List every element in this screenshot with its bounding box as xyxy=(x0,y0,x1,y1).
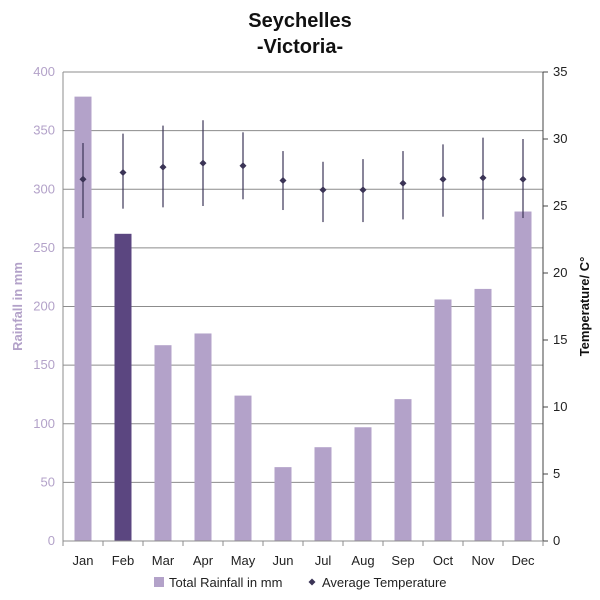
x-tick-label: Nov xyxy=(471,553,495,568)
chart-title: Seychelles xyxy=(248,10,352,32)
rainfall-bar xyxy=(314,447,332,541)
x-tick-label: May xyxy=(231,553,256,568)
x-tick-label: Feb xyxy=(112,553,134,568)
y-right-tick-label: 15 xyxy=(553,332,567,347)
temperature-marker xyxy=(399,179,407,187)
legend-rainfall-swatch xyxy=(154,577,164,587)
temperature-marker xyxy=(479,174,487,182)
x-tick-label: Sep xyxy=(391,553,414,568)
chart-subtitle: -Victoria- xyxy=(256,36,344,58)
x-tick-label: Oct xyxy=(433,553,454,568)
rainfall-bar xyxy=(474,288,492,541)
y-left-axis-title: Rainfall in mm xyxy=(10,262,25,351)
y-right-tick-label: 10 xyxy=(553,399,567,414)
temperature-marker xyxy=(199,159,207,167)
temperature-marker xyxy=(239,162,247,170)
y-left-tick-label: 150 xyxy=(33,357,55,372)
x-tick-label: Dec xyxy=(511,553,535,568)
rainfall-bar xyxy=(394,399,412,541)
y-left-tick-label: 0 xyxy=(48,533,55,548)
x-tick-label: Jan xyxy=(73,553,94,568)
y-left-tick-label: 350 xyxy=(33,123,55,138)
temperature-marker xyxy=(79,175,87,183)
y-right-tick-label: 35 xyxy=(553,64,567,79)
rainfall-bar xyxy=(434,299,452,541)
rainfall-bar xyxy=(194,333,212,541)
rainfall-bar xyxy=(154,345,172,541)
y-right-tick-label: 30 xyxy=(553,131,567,146)
y-right-tick-label: 5 xyxy=(553,466,560,481)
y-right-axis-title: Temperature/ C° xyxy=(577,257,592,357)
temperature-marker xyxy=(119,169,127,176)
temperature-marker xyxy=(319,186,327,194)
x-tick-label: Apr xyxy=(193,553,214,568)
rainfall-bar xyxy=(354,427,372,541)
y-right-tick-label: 25 xyxy=(553,198,567,213)
y-left-tick-label: 50 xyxy=(41,474,55,489)
x-tick-label: Jul xyxy=(315,553,332,568)
temperature-marker xyxy=(519,175,527,183)
temperature-marker xyxy=(279,177,287,185)
legend-rainfall-label: Total Rainfall in mm xyxy=(169,575,282,590)
legend-temperature-marker xyxy=(308,578,316,586)
x-tick-label: Mar xyxy=(152,553,175,568)
y-left-tick-label: 200 xyxy=(33,299,55,314)
rainfall-bar xyxy=(514,211,532,541)
y-left-tick-label: 100 xyxy=(33,416,55,431)
y-left-tick-label: 400 xyxy=(33,64,55,79)
temperature-marker xyxy=(439,175,447,183)
temperature-marker xyxy=(159,163,167,171)
rainfall-bar xyxy=(74,96,92,541)
y-right-tick-label: 20 xyxy=(553,265,567,280)
y-left-tick-label: 250 xyxy=(33,240,55,255)
x-tick-label: Aug xyxy=(351,553,374,568)
legend-temperature-label: Average Temperature xyxy=(322,575,447,590)
y-left-tick-label: 300 xyxy=(33,181,55,196)
rainfall-bar xyxy=(114,233,132,541)
temperature-marker xyxy=(359,186,367,194)
rainfall-bar xyxy=(234,395,252,541)
rainfall-bar xyxy=(274,467,292,541)
x-tick-label: Jun xyxy=(273,553,294,568)
y-right-tick-label: 0 xyxy=(553,533,560,548)
